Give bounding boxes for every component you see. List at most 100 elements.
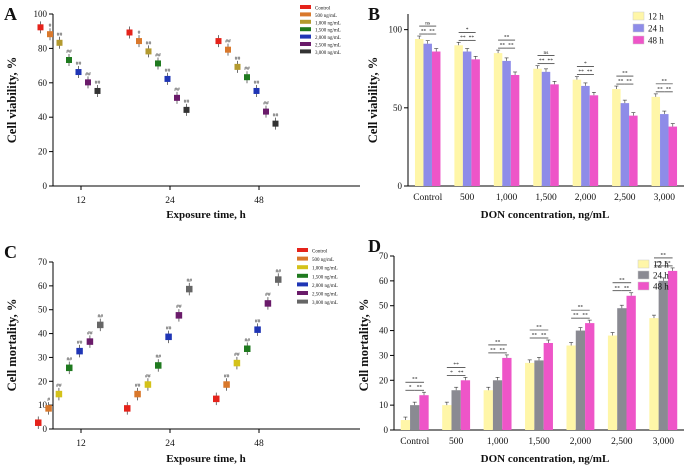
bar: [658, 280, 668, 430]
data-point: [275, 276, 282, 283]
data-point: [55, 390, 63, 398]
legend-swatch: [632, 11, 645, 21]
significance-label: *: [584, 61, 587, 67]
data-point: [94, 87, 101, 94]
significance-label: **: [662, 78, 668, 84]
data-point: [174, 94, 180, 101]
legend-swatch: [300, 12, 311, 17]
significance-label: ##: [174, 87, 180, 93]
x-tick-label: 24: [165, 196, 175, 206]
x-tick-label: 2,500: [611, 437, 633, 447]
legend-label: 1,000 ng/mL: [312, 267, 338, 272]
x-axis-title: DON concentration, ng/mL: [481, 209, 610, 221]
legend-label: 500 ng/mL: [315, 14, 337, 19]
y-tick-label: 20: [379, 375, 389, 385]
significance-label: ##: [76, 61, 82, 67]
legend-d: 12 h24 h48 h: [637, 260, 669, 292]
bar: [629, 115, 638, 186]
significance-label: **: [495, 339, 501, 345]
panel-label-a: A: [4, 4, 17, 24]
significance-label: ##: [166, 326, 172, 332]
legend-label: 24 h: [648, 24, 664, 34]
significance-label: ##: [224, 373, 230, 379]
x-tick-label: 1,500: [528, 437, 550, 447]
bar: [566, 345, 576, 430]
bar: [581, 85, 590, 186]
significance-label: **: [458, 370, 464, 376]
data-point: [97, 321, 104, 329]
significance-label: **: [656, 260, 662, 266]
significance-label: **: [661, 252, 667, 258]
data-point: [35, 419, 42, 426]
y-tick-label: 40: [379, 326, 389, 336]
data-point: [134, 390, 141, 398]
y-tick-label: 50: [393, 103, 403, 113]
data-point: [254, 326, 261, 333]
significance-label: **: [532, 333, 538, 339]
data-point: [244, 74, 250, 81]
significance-label: **: [665, 260, 671, 266]
significance-label: **: [421, 29, 427, 35]
bar: [442, 405, 452, 430]
data-point: [272, 120, 279, 127]
y-tick-label: 20: [38, 147, 48, 157]
y-tick-label: 70: [379, 251, 389, 261]
data-point: [155, 60, 161, 67]
x-tick-label: 48: [254, 196, 264, 206]
bar: [668, 126, 678, 186]
legend-swatch: [297, 299, 308, 304]
bar: [471, 59, 480, 186]
data-point: [47, 31, 53, 38]
data-point: [76, 347, 83, 355]
x-tick-label: Control: [413, 193, 442, 203]
y-tick-label: 0: [384, 425, 389, 435]
legend-swatch: [297, 282, 308, 287]
panel-a-points: ##################################: [37, 21, 279, 130]
significance-label: ##: [176, 304, 182, 310]
panel-d-bars: * ***** ****** ****** ****** ****** ****** ****: [400, 252, 678, 430]
data-point: [223, 381, 230, 388]
significance-label: **: [429, 29, 435, 35]
bar: [414, 39, 424, 186]
bar: [626, 295, 636, 430]
legend-swatch: [300, 5, 311, 9]
bar: [550, 84, 559, 186]
bar: [431, 51, 441, 187]
significance-label: ##: [135, 383, 141, 389]
data-point: [56, 39, 63, 46]
significance-label: **: [582, 313, 588, 319]
bar: [607, 335, 618, 430]
y-axis-title: Cell mortality, %: [357, 299, 371, 392]
x-tick-label: 12: [76, 196, 86, 206]
x-tick-label: 3,000: [654, 193, 676, 203]
significance-label: ##: [225, 39, 231, 45]
data-point: [263, 108, 269, 115]
x-tick-label: 2,500: [614, 193, 636, 203]
legend-c: Control 500 ng/mL 1,000 ng/mL 1,500 ng/mL 2,…: [297, 248, 338, 306]
data-point: [66, 57, 72, 63]
significance-label: ##: [146, 40, 152, 46]
panel-a-axes: 0 20 40 60 80 100: [34, 9, 360, 191]
legend-swatch: [300, 42, 311, 46]
y-tick-label: 40: [38, 329, 48, 339]
bar: [534, 360, 544, 430]
bar: [454, 45, 463, 186]
significance-label: ##: [66, 49, 72, 55]
significance-label: **: [548, 58, 554, 64]
bar: [492, 380, 503, 430]
y-axis-title: Cell viability, %: [5, 57, 19, 143]
x-axis-title: Exposure time, h: [166, 453, 246, 465]
x-tick-label: 1,500: [535, 193, 557, 203]
legend-label: 3,000 ng/mL: [312, 301, 338, 306]
legend-label: 1,500 ng/mL: [312, 275, 338, 280]
significance-label: ns: [544, 50, 549, 56]
bar: [575, 330, 586, 430]
significance-label: **: [417, 385, 423, 391]
legend-swatch: [300, 49, 311, 54]
data-point: [124, 405, 131, 412]
bar: [483, 390, 493, 430]
y-tick-label: 70: [38, 257, 48, 267]
significance-label: **: [412, 377, 418, 383]
bar: [502, 357, 512, 430]
